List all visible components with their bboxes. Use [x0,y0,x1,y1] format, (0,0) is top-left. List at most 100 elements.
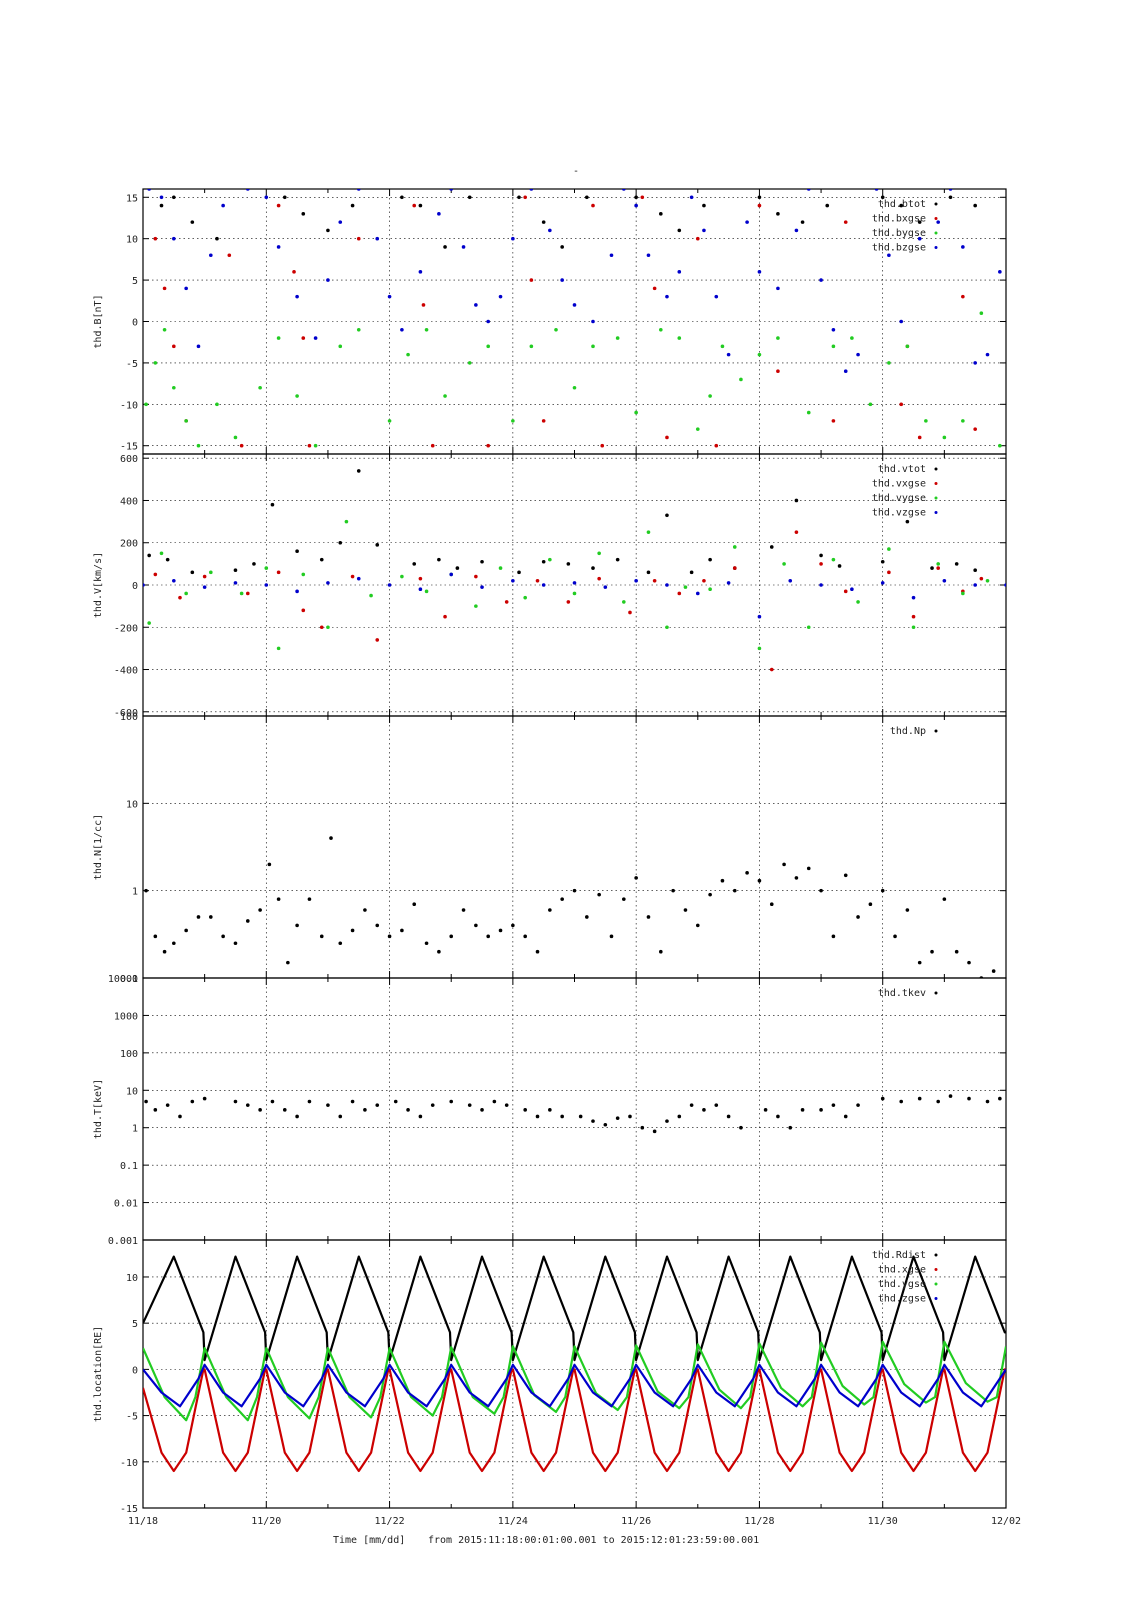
data-point-thd.bzgse [745,220,749,224]
data-point-thd.btot [702,203,706,208]
legend-marker [934,482,938,485]
data-point-thd.vzgse [233,581,238,585]
data-point-thd.Np [172,941,176,946]
data-point-thd.vtot [252,562,256,566]
data-point-thd.bxgse [292,270,296,274]
data-point-thd.vtot [517,570,521,575]
data-point-thd.tkev [615,1116,620,1120]
data-point-thd.tkev [165,1103,170,1107]
data-point-thd.bzgse [313,336,318,340]
data-point-thd.vxgse [597,576,601,581]
data-point-thd.bygse [942,435,947,440]
data-point-thd.vzgse [665,583,669,587]
data-point-thd.bygse [356,327,361,332]
data-point-thd.bzgse [147,189,151,191]
data-point-thd.tkev [492,1099,497,1104]
data-point-thd.tkev [467,1103,472,1107]
data-point-thd.btot [350,203,355,208]
data-point-thd.bzgse [264,195,269,200]
data-point-thd.bxgse [227,253,232,258]
data-point-thd.bzgse [806,189,811,191]
data-point-thd.bzgse [702,228,706,233]
data-point-thd.bxgse [640,195,645,200]
data-point-thd.tkev [270,1099,275,1104]
y-axis-label: thd.location[RE] [93,1326,104,1422]
data-point-thd.vzgse [880,581,885,585]
data-point-thd.Np [843,873,848,878]
data-point-thd.bxgse [843,220,848,224]
data-point-thd.Np [893,934,897,939]
data-point-thd.bzgse [184,286,188,291]
data-point-thd.tkev [726,1114,731,1119]
panel-data [144,1094,1002,1134]
data-point-thd.btot [585,195,589,200]
legend-marker [934,1268,938,1271]
data-point-thd.Np [930,949,934,954]
data-point-thd.bzgse [498,294,503,299]
data-point-thd.vzgse [172,578,176,583]
data-point-thd.vtot [954,562,959,566]
data-point-thd.vzgse [418,587,423,592]
data-point-thd.tkev [406,1108,410,1112]
data-point-thd.Np [338,941,343,946]
data-point-thd.vygse [665,625,669,630]
y-tick-label: -10 [120,1458,138,1469]
x-tick-label: 11/26 [621,1516,651,1527]
y-axis-label: thd.N[1/cc] [93,814,104,880]
data-point-thd.vzgse [295,589,299,594]
data-point-thd.tkev [985,1099,990,1104]
data-point-thd.vzgse [541,583,546,587]
data-point-thd.tkev [326,1103,330,1107]
y-tick-label: 100 [120,712,138,723]
data-point-thd.bygse [313,443,318,448]
data-point-thd.bygse [162,327,167,332]
y-tick-label: 10 [126,799,138,810]
data-point-thd.Np [634,876,638,880]
x-axis-range-text: from 2015:11:18:00:01:00.001 to 2015:12:… [428,1535,759,1546]
data-point-thd.vtot [973,568,977,573]
data-point-thd.Np [437,949,441,954]
data-point-thd.bxgse [421,303,426,307]
data-point-thd.Np [917,960,922,965]
data-point-thd.btot [560,245,564,249]
x-tick-label: 11/18 [128,1516,158,1527]
data-point-thd.bzgse [948,189,953,191]
data-point-thd.vygse [757,646,762,651]
y-tick-label: 0.01 [114,1199,138,1210]
x-tick-label: 11/28 [744,1516,774,1527]
data-point-thd.vygse [806,625,811,630]
x-axis: 11/18 11/20 11/22 11/24 11/26 11/28 11/30 12/02 [128,1516,1021,1527]
y-tick-label: 10000 [108,974,138,985]
data-point-thd.vygse [548,557,552,562]
data-point-thd.vtot [412,562,417,566]
page-title: - [573,166,579,177]
data-point-thd.Np [708,892,712,897]
data-point-thd.vtot [480,559,484,564]
x-tick-label: 12/02 [991,1516,1021,1527]
data-point-thd.Np [329,836,333,840]
data-point-thd.Np [695,923,700,928]
data-point-thd.tkev [480,1108,484,1112]
data-point-thd.bxgse [307,443,312,448]
data-point-thd.bygse [529,344,534,349]
data-point-thd.bzgse [776,286,780,291]
data-point-thd.tkev [548,1108,552,1112]
data-point-thd.bygse [757,352,762,357]
data-point-thd.tkev [628,1114,632,1119]
data-point-thd.vxgse [677,591,682,596]
data-point-thd.vxgse [153,572,158,577]
panel-data [144,836,996,978]
data-point-thd.bzgse [437,212,441,216]
data-point-thd.vygse [424,589,429,594]
data-point-thd.vygse [474,604,478,608]
data-point-thd.Np [523,934,527,939]
legend-entry: thd.vzgse [872,508,926,519]
data-point-thd.tkev [363,1108,367,1112]
data-point-thd.Np [387,934,392,939]
y-axis-label: thd.V[km/s] [93,552,104,618]
data-point-thd.bzgse [677,270,682,274]
data-point-thd.bygse [739,377,743,382]
data-point-thd.vxgse [245,591,250,596]
data-point-thd.bygse [831,344,836,349]
data-point-thd.bzgse [998,270,1002,274]
